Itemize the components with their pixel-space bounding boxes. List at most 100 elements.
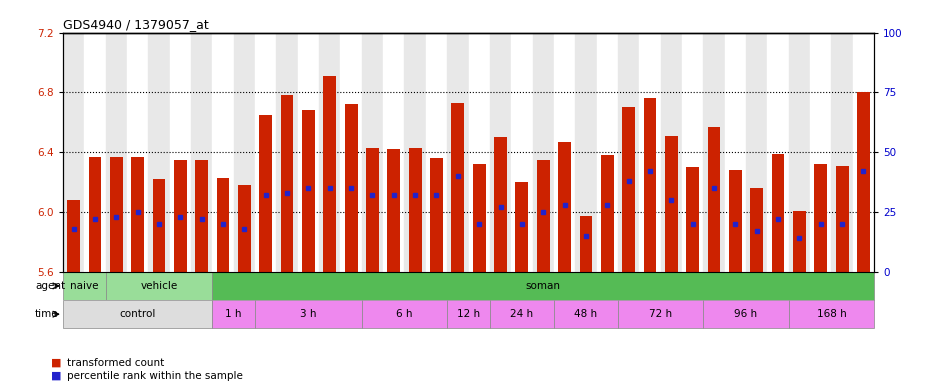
Bar [703,300,789,328]
Bar [213,272,874,300]
Bar [682,33,703,272]
Bar [302,110,314,272]
Bar [515,182,528,272]
Bar [89,157,102,272]
Bar [729,170,742,272]
Text: 3 h: 3 h [300,309,316,319]
Bar [789,300,874,328]
Bar [110,157,123,272]
Bar [451,103,464,272]
Bar [213,300,255,328]
Bar [473,164,486,272]
Bar [639,33,660,272]
Bar [426,33,447,272]
Text: agent: agent [35,281,66,291]
Bar [259,115,272,272]
Bar [793,210,806,272]
Bar [319,33,340,272]
Text: 96 h: 96 h [734,309,758,319]
Bar [105,33,127,272]
Bar [771,154,784,272]
Bar [191,33,213,272]
Text: 168 h: 168 h [817,309,846,319]
Text: 72 h: 72 h [649,309,672,319]
Bar [409,148,422,272]
Bar [216,178,229,272]
Text: GDS4940 / 1379057_at: GDS4940 / 1379057_at [63,18,209,31]
Bar [362,300,447,328]
Bar [68,200,80,272]
Bar [255,33,277,272]
Bar [618,33,639,272]
Bar [750,188,763,272]
Bar [490,300,554,328]
Bar [665,136,678,272]
Bar [623,108,635,272]
Text: 24 h: 24 h [511,309,534,319]
Bar [238,185,251,272]
Text: 12 h: 12 h [457,309,480,319]
Text: naive: naive [70,281,98,291]
Bar [340,33,362,272]
Bar [832,33,853,272]
Bar [280,95,293,272]
Bar [536,160,549,272]
Bar [255,300,362,328]
Text: vehicle: vehicle [141,281,178,291]
Bar [383,33,404,272]
Bar [580,217,592,272]
Bar [234,33,255,272]
Text: percentile rank within the sample: percentile rank within the sample [67,371,242,381]
Bar [388,149,401,272]
Bar [324,76,336,272]
Bar [810,33,832,272]
Bar [554,33,575,272]
Text: ■: ■ [51,371,61,381]
Bar [84,33,105,272]
Bar [63,300,213,328]
Bar [298,33,319,272]
Bar [768,33,789,272]
Bar [430,158,443,272]
Bar [366,148,379,272]
Bar [447,300,490,328]
Bar [597,33,618,272]
Text: soman: soman [525,281,561,291]
Bar [686,167,699,272]
Bar [105,272,213,300]
Bar [857,93,869,272]
Text: 1 h: 1 h [226,309,242,319]
Bar [724,33,746,272]
Bar [708,127,721,272]
Bar [618,300,703,328]
Bar [853,33,874,272]
Bar [558,142,571,272]
Bar [277,33,298,272]
Text: 6 h: 6 h [396,309,413,319]
Text: time: time [35,309,59,319]
Bar [494,137,507,272]
Bar [63,33,84,272]
Bar [601,155,613,272]
Bar [174,160,187,272]
Bar [533,33,554,272]
Bar [703,33,724,272]
Bar [63,272,105,300]
Text: transformed count: transformed count [67,358,164,368]
Bar [512,33,533,272]
Bar [835,166,848,272]
Text: control: control [119,309,155,319]
Bar [814,164,827,272]
Bar [447,33,469,272]
Bar [213,33,234,272]
Bar [345,104,357,272]
Bar [195,160,208,272]
Bar [404,33,426,272]
Bar [469,33,490,272]
Bar [153,179,166,272]
Bar [169,33,191,272]
Bar [554,300,618,328]
Bar [490,33,512,272]
Bar [644,98,657,272]
Bar [127,33,148,272]
